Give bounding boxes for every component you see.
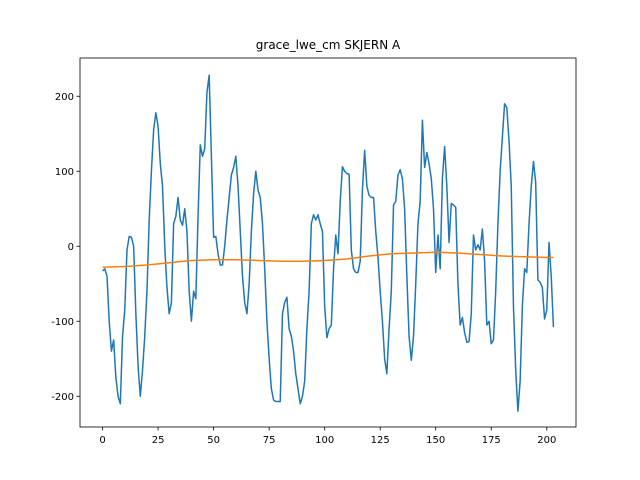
y-tick-label: -200: [51, 392, 74, 403]
x-tick-label: 200: [537, 435, 556, 446]
y-tick-label: 100: [55, 167, 74, 178]
x-tick-label: 25: [152, 435, 165, 446]
series-line: [102, 74, 555, 412]
plot-frame: [79, 57, 577, 428]
x-tick-label: 75: [263, 435, 276, 446]
chart-title: grace_lwe_cm SKJERN A: [256, 38, 401, 52]
x-tick-label: 100: [315, 435, 334, 446]
x-tick-label: 50: [207, 435, 220, 446]
x-tick-label: 125: [371, 435, 390, 446]
x-tick-label: 175: [482, 435, 501, 446]
y-tick-label: 200: [55, 92, 74, 103]
y-tick-label: 0: [68, 242, 74, 253]
x-tick-label: 0: [99, 435, 105, 446]
y-tick-label: -100: [51, 317, 74, 328]
x-tick-label: 150: [426, 435, 445, 446]
series-line: [102, 251, 554, 268]
